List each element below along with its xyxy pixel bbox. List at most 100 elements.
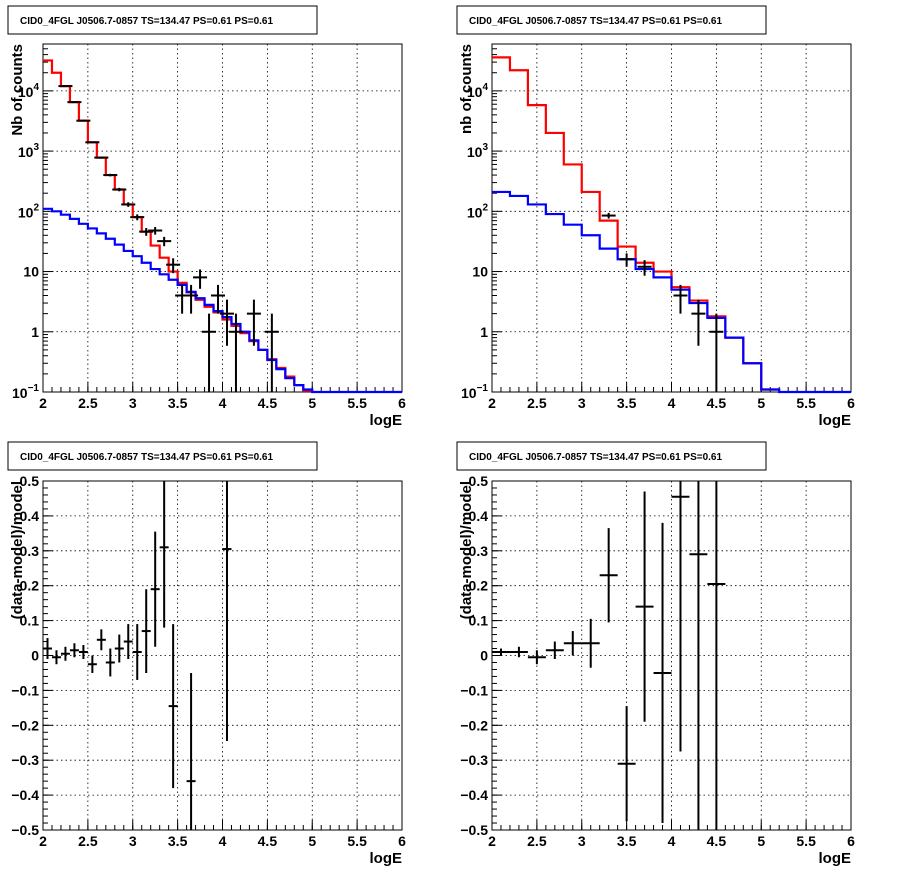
x-tick-label: 6 xyxy=(847,395,855,411)
data-point xyxy=(94,156,109,159)
residual-point xyxy=(186,672,196,830)
series-step-line-1 xyxy=(43,207,402,394)
y-tick-exponent: 2 xyxy=(33,202,39,213)
x-tick-label: 5.5 xyxy=(796,833,816,849)
x-axis: 2 2.5 3 3.5 4 4.5 5 5.5 6 xyxy=(488,44,855,411)
y-tick-label: −0.2 xyxy=(11,717,39,733)
y-tick-label: 104 xyxy=(18,82,40,100)
x-axis-label: logE xyxy=(370,412,403,429)
y-tick-label: 0.2 xyxy=(20,578,40,594)
title-box xyxy=(7,441,318,471)
residual-point xyxy=(671,481,690,752)
x-tick-label: 3.5 xyxy=(617,833,637,849)
title-box xyxy=(456,441,767,471)
y-tick-base: 10 xyxy=(467,144,483,160)
data-point xyxy=(85,141,100,144)
x-tick-label: 4 xyxy=(219,833,227,849)
y-axis-label: nb of counts xyxy=(458,44,475,134)
data-point xyxy=(211,284,226,314)
residual-point xyxy=(132,624,142,680)
y-tick-label: −0.3 xyxy=(11,752,39,768)
chart-title: CID0_4FGL J0506.7-0857 TS=134.47 PS=0.61… xyxy=(469,452,722,463)
counts-pad-right: 2 2.5 3 3.5 4 4.5 5 5.5 610−1110102103104CID0_4F… xyxy=(456,5,855,429)
x-tick-label: 3.5 xyxy=(168,395,188,411)
x-tick-label: 2.5 xyxy=(78,395,98,411)
y-tick-label: 10−1 xyxy=(12,383,39,401)
y-tick-label: 0.1 xyxy=(469,613,489,629)
data-point xyxy=(264,313,279,392)
y-axis-label: (data-model)/model xyxy=(458,481,475,619)
x-tick-label: 5 xyxy=(308,395,316,411)
y-tick-base: 10 xyxy=(467,84,483,100)
y-tick-base: 10 xyxy=(18,84,34,100)
data-points xyxy=(58,85,279,392)
data-point xyxy=(228,313,243,392)
counts-pad-left: 2 2.5 3 3.5 4 4.5 5 5.5 610−1110102103104CID0_4F… xyxy=(7,5,406,429)
residual-points xyxy=(43,481,232,830)
data-point xyxy=(219,299,234,346)
x-tick-label: 2 xyxy=(488,833,496,849)
x-tick-label: 5 xyxy=(757,395,765,411)
data-points xyxy=(601,212,724,392)
y-tick-label: −0.2 xyxy=(460,717,488,733)
data-point xyxy=(76,119,91,122)
y-tick-base: 10 xyxy=(461,385,477,401)
residual-point xyxy=(159,481,169,628)
data-point xyxy=(246,299,261,346)
x-tick-label: 5.5 xyxy=(347,833,367,849)
residual-point xyxy=(96,629,106,651)
y-tick-base: 10 xyxy=(467,204,483,220)
x-tick-label: 5.5 xyxy=(796,395,816,411)
x-tick-label: 2.5 xyxy=(78,833,98,849)
residual-point xyxy=(563,631,582,656)
x-tick-label: 4.5 xyxy=(707,833,727,849)
residual-point xyxy=(635,491,654,722)
plot-frame xyxy=(42,43,403,393)
residual-point xyxy=(60,646,70,661)
y-axis: −0.5 −0.4 −0.3 −0.2 −0.1 0 0.1 0.2 0.3 0.4 0.5 xyxy=(11,473,402,838)
residual-point xyxy=(141,589,151,673)
residual-point xyxy=(689,481,708,830)
y-tick-exponent: 4 xyxy=(33,82,39,93)
y-tick-label: 10 xyxy=(23,264,39,280)
residual-point xyxy=(168,624,178,789)
title-box xyxy=(456,5,767,35)
y-tick-label: −0.4 xyxy=(11,787,39,803)
y-tick-base: 10 xyxy=(18,204,34,220)
y-tick-label: 102 xyxy=(18,202,40,220)
x-tick-label: 3 xyxy=(129,833,137,849)
x-tick-label: 4 xyxy=(219,395,227,411)
residuals-pad-right: 2 2.5 3 3.5 4 4.5 5 5.5 6 −0.5 −0.4 −0.3 −0.2 −0.1 0 0.… xyxy=(456,441,855,867)
y-tick-label: −0.5 xyxy=(11,822,39,838)
x-tick-label: 4 xyxy=(668,395,676,411)
x-tick-label: 2 xyxy=(39,395,47,411)
residual-point xyxy=(87,655,97,673)
residual-point xyxy=(43,638,52,659)
residual-point xyxy=(653,522,672,824)
data-point xyxy=(148,226,163,235)
x-tick-label: 4 xyxy=(668,833,676,849)
y-tick-label: 1 xyxy=(480,324,488,340)
data-point xyxy=(619,253,634,267)
x-tick-label: 6 xyxy=(398,833,406,849)
y-tick-label: 10−1 xyxy=(461,383,488,401)
x-tick-label: 3 xyxy=(129,395,137,411)
x-axis-label: logE xyxy=(370,850,403,867)
x-tick-label: 2 xyxy=(488,395,496,411)
x-tick-label: 3 xyxy=(578,833,586,849)
data-point xyxy=(184,284,199,314)
x-axis-label: logE xyxy=(819,412,852,429)
data-point xyxy=(709,313,724,392)
data-point xyxy=(130,214,145,221)
data-point xyxy=(637,260,652,276)
y-tick-label: 102 xyxy=(467,202,489,220)
x-tick-label: 3 xyxy=(578,395,586,411)
series-step-line-1 xyxy=(492,190,851,394)
y-tick-label: −0.1 xyxy=(11,682,39,698)
data-point xyxy=(112,187,127,192)
plot-frame xyxy=(491,480,852,831)
y-tick-label: 0.1 xyxy=(20,613,40,629)
